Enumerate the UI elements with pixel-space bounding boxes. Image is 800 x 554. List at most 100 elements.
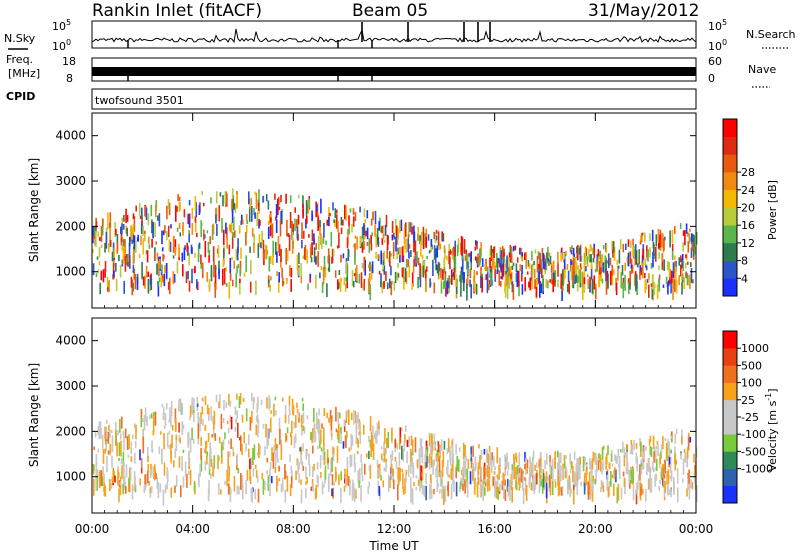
range-cell — [600, 266, 603, 274]
velocity-colorbar-swatch — [723, 348, 737, 366]
range-cell — [152, 416, 155, 434]
range-cell — [394, 219, 397, 235]
date-title: 31/May/2012 — [588, 1, 700, 21]
range-cell — [589, 244, 592, 252]
range-cell — [687, 261, 689, 265]
tick-exponent: 0 — [722, 38, 727, 47]
range-cell — [126, 436, 129, 450]
range-cell — [672, 262, 675, 273]
range-cell — [382, 252, 385, 267]
range-cell — [311, 432, 313, 444]
range-cell — [338, 232, 340, 248]
range-cell — [538, 271, 540, 283]
range-cell — [348, 409, 350, 426]
range-cell — [654, 477, 656, 487]
range-cell — [337, 412, 339, 424]
range-cell — [121, 223, 123, 235]
range-cell — [385, 214, 388, 228]
range-cell — [406, 451, 408, 464]
range-cell — [487, 453, 489, 464]
range-cell — [302, 412, 305, 424]
range-cell — [216, 223, 218, 236]
range-cell — [142, 238, 145, 255]
range-cell — [97, 425, 100, 436]
range-cell — [273, 444, 275, 453]
range-cell — [103, 483, 106, 497]
range-cell — [308, 234, 310, 238]
range-cell — [417, 226, 419, 241]
range-cell — [336, 214, 338, 229]
range-cell — [674, 279, 676, 292]
range-cell — [541, 247, 544, 261]
range-cell — [437, 231, 440, 246]
velocity-colorbar-boxes — [722, 330, 738, 504]
range-cell — [359, 467, 361, 485]
range-cell — [642, 248, 644, 260]
range-cell — [302, 204, 304, 219]
range-cell — [369, 284, 372, 301]
range-cell — [560, 452, 562, 464]
range-cell — [658, 278, 661, 292]
range-cell — [574, 261, 577, 276]
range-cell — [525, 488, 527, 493]
range-cell — [565, 469, 568, 479]
range-cell — [198, 204, 201, 215]
range-cell — [540, 480, 542, 487]
range-cell — [613, 469, 615, 480]
range-cell — [483, 466, 485, 481]
range-cell — [616, 487, 619, 504]
range-cell — [453, 254, 456, 269]
range-cell — [439, 243, 442, 250]
range-cell — [370, 264, 373, 280]
range-cell — [521, 256, 523, 262]
range-cell — [443, 489, 445, 505]
range-cell — [149, 487, 152, 493]
range-cell — [670, 449, 673, 454]
range-cell — [569, 469, 572, 474]
range-cell — [519, 247, 521, 255]
range-cell — [140, 223, 143, 235]
range-cell — [624, 452, 627, 458]
range-cell — [372, 212, 374, 220]
velocity-colorbar-swatch — [723, 468, 737, 487]
range-cell — [266, 249, 268, 255]
range-cell — [554, 482, 557, 488]
range-cell — [254, 212, 256, 219]
range-cell — [600, 274, 602, 281]
range-cell — [554, 458, 556, 468]
range-cell — [163, 462, 166, 476]
range-cell — [251, 410, 253, 424]
range-cell — [200, 263, 202, 269]
range-cell — [119, 481, 122, 486]
range-cell — [257, 243, 260, 258]
tick-base: 10 — [708, 20, 722, 33]
range-cell — [222, 195, 224, 207]
range-cell — [134, 452, 136, 464]
range-cell — [232, 231, 234, 238]
range-cell — [521, 273, 523, 282]
range-cell — [306, 216, 308, 224]
range-cell — [592, 451, 595, 462]
range-cell — [120, 226, 122, 234]
range-cell — [132, 247, 135, 263]
range-cell — [228, 244, 231, 255]
range-cell — [274, 451, 277, 466]
range-cell — [440, 268, 442, 279]
range-cell — [288, 403, 291, 411]
range-cell — [551, 478, 554, 495]
range-cell — [611, 240, 614, 250]
range-cell — [640, 267, 643, 276]
range-cell — [121, 235, 123, 251]
range-cell — [455, 443, 457, 455]
range-cell — [326, 219, 329, 226]
range-cell — [232, 216, 235, 231]
range-cell — [218, 268, 220, 280]
range-cell — [368, 238, 371, 253]
range-cell — [351, 486, 354, 501]
range-cell — [485, 478, 487, 483]
range-cell — [228, 451, 231, 457]
range-cell — [270, 410, 272, 414]
range-cell — [271, 447, 273, 462]
range-cell — [364, 463, 366, 475]
freq-left-tick-bottom: 8 — [66, 72, 73, 85]
